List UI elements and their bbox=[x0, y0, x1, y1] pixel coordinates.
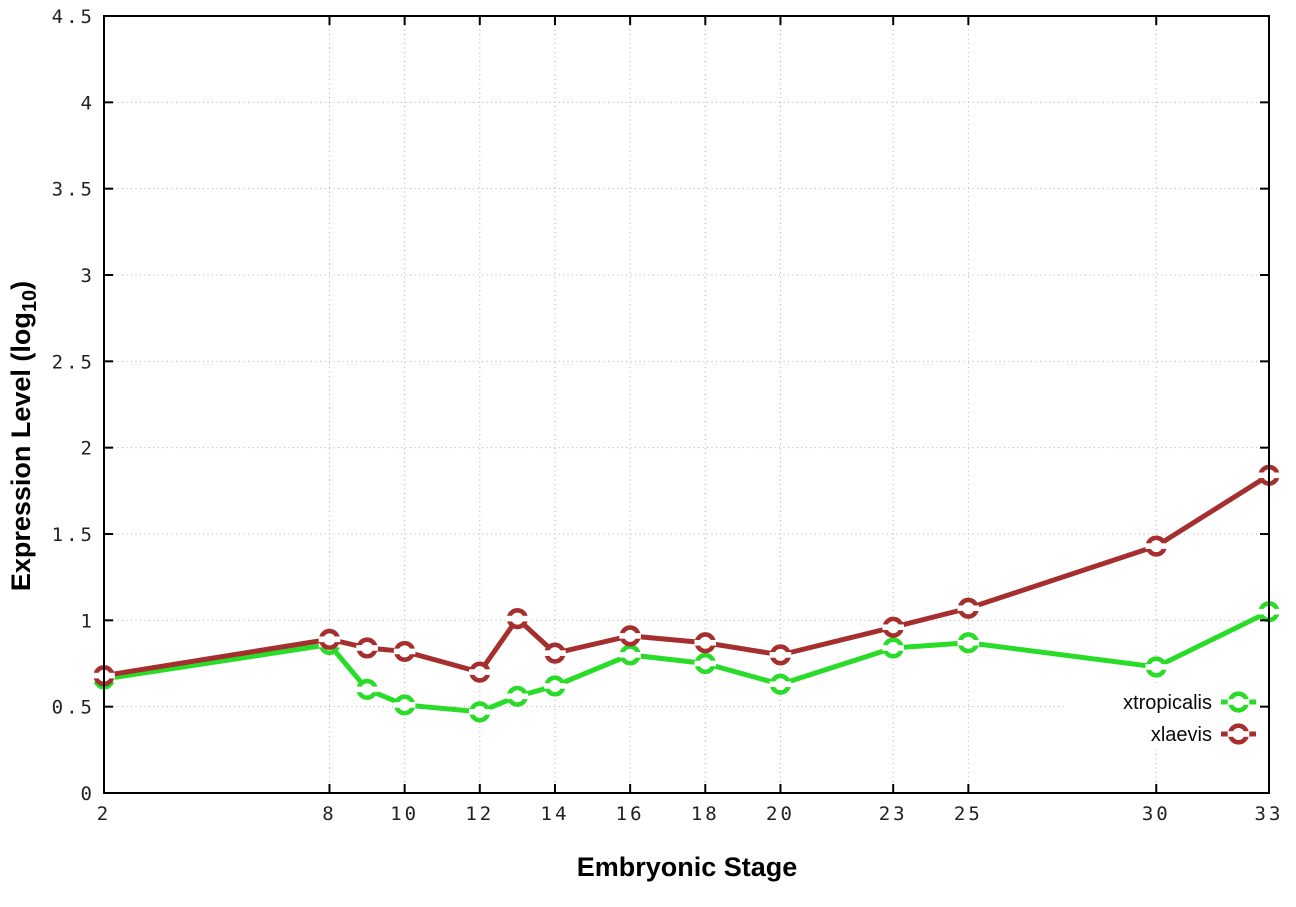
xlaevis-marker-stripe bbox=[694, 639, 717, 646]
x-tick-label: 10 bbox=[390, 803, 419, 825]
xtropicalis-marker-stripe bbox=[506, 693, 529, 700]
xlaevis-marker-stripe bbox=[619, 633, 641, 639]
xlaevis-marker-stripe bbox=[318, 636, 341, 643]
xtropicalis-marker-stripe bbox=[1145, 664, 1168, 670]
xtropicalis-marker-stripe bbox=[769, 681, 792, 688]
xlaevis-marker-stripe bbox=[769, 652, 792, 658]
xtropicalis-marker-stripe bbox=[469, 709, 491, 715]
xlaevis-marker-stripe bbox=[1145, 543, 1168, 549]
y-tick-label: 0.5 bbox=[52, 697, 95, 719]
x-tick-label: 12 bbox=[465, 803, 494, 825]
x-tick-label: 8 bbox=[322, 803, 336, 825]
x-tick-label: 14 bbox=[541, 803, 570, 825]
x-tick-label: 30 bbox=[1142, 803, 1171, 825]
xtropicalis-marker-stripe bbox=[393, 702, 416, 708]
y-tick-label: 4 bbox=[81, 92, 95, 114]
xlaevis-marker-stripe bbox=[356, 645, 378, 651]
legend: xtropicalis xlaevis bbox=[1064, 683, 1264, 749]
y-tick-label: 2 bbox=[81, 438, 95, 460]
xtropicalis-marker-stripe bbox=[544, 683, 566, 689]
series-lines bbox=[93, 464, 1280, 723]
xlaevis-marker-stripe bbox=[506, 615, 529, 622]
y-tick-label: 1 bbox=[81, 610, 95, 632]
xlaevis-marker-stripe bbox=[957, 605, 980, 612]
y-tick-label: 3 bbox=[81, 265, 95, 287]
axis-ticks bbox=[103, 15, 1270, 794]
xtropicalis-marker-stripe bbox=[694, 660, 717, 667]
y-axis-title: Expression Level (log10) bbox=[6, 281, 41, 591]
y-tick-label: 2.5 bbox=[52, 351, 95, 373]
y-tick-label: 1.5 bbox=[52, 524, 95, 546]
xlaevis-marker-stripe bbox=[544, 650, 566, 656]
y-tick-label: 4.5 bbox=[52, 6, 95, 28]
xtropicalis-marker-stripe bbox=[356, 686, 378, 693]
x-tick-label: 16 bbox=[616, 803, 645, 825]
x-tick-label: 25 bbox=[954, 803, 983, 825]
x-tick-label: 18 bbox=[691, 803, 720, 825]
y-tick-label: 3.5 bbox=[52, 179, 95, 201]
legend-xlaevis-marker-stripe bbox=[1227, 731, 1250, 737]
gridlines bbox=[104, 16, 1269, 793]
x-axis-title: Embryonic Stage bbox=[577, 852, 798, 882]
xlaevis-marker-stripe bbox=[882, 624, 904, 631]
x-tick-label: 2 bbox=[97, 803, 111, 825]
legend-xtropicalis-marker-stripe bbox=[1227, 699, 1250, 705]
x-tick-label: 33 bbox=[1255, 803, 1284, 825]
xtropicalis-marker-stripe bbox=[619, 652, 641, 658]
legend-label-xtropicalis: xtropicalis bbox=[1123, 692, 1212, 714]
y-tick-label: 0 bbox=[81, 783, 95, 805]
plot-border bbox=[103, 15, 1270, 794]
x-tick-label: 20 bbox=[766, 803, 795, 825]
legend-label-xlaevis: xlaevis bbox=[1151, 724, 1212, 746]
tick-labels: 2 8 10 12 14 16 18 20 23 25 30 33 0 0.5 1 1.5 2 2.5 3 3.5 4 4… bbox=[52, 6, 1284, 825]
xtropicalis-marker-stripe bbox=[882, 645, 904, 651]
xlaevis-marker-stripe bbox=[393, 648, 416, 655]
series-line-xlaevis bbox=[103, 473, 1271, 679]
xtropicalis-marker-stripe bbox=[957, 639, 980, 646]
xlaevis-marker-stripe bbox=[469, 669, 491, 675]
x-tick-label: 23 bbox=[879, 803, 908, 825]
